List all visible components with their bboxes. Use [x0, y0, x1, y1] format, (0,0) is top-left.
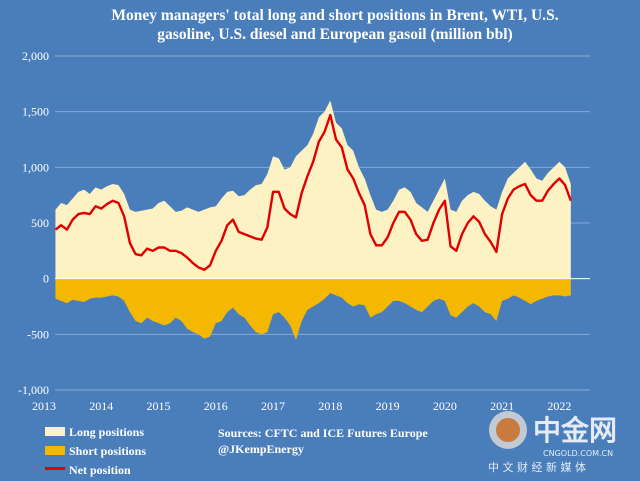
- legend-label-long: Long positions: [69, 425, 144, 439]
- data-areas: [55, 100, 590, 340]
- x-tick-label: 2016: [204, 399, 228, 413]
- y-tick-label: 500: [31, 216, 49, 230]
- x-tick-label: 2017: [261, 399, 285, 413]
- legend-label-short: Short positions: [69, 444, 146, 458]
- grid-lines: [55, 55, 590, 391]
- watermark: 中金网 CNGOLD.COM.CN 中 文 财 经 新 媒 体: [488, 411, 617, 474]
- y-tick-label: 1,000: [22, 160, 49, 174]
- source-note: Sources: CFTC and ICE Futures Europe @JK…: [218, 426, 428, 456]
- x-tick-label: 2022: [547, 399, 571, 413]
- x-tick-label: 2020: [433, 399, 457, 413]
- y-tick-label: 0: [43, 272, 49, 286]
- watermark-brand: 中金网: [533, 414, 617, 447]
- x-tick-label: 2018: [318, 399, 342, 413]
- y-tick-label: -1,000: [18, 383, 49, 397]
- legend: Long positions Short positions Net posit…: [45, 425, 146, 477]
- data-lines: [54, 113, 572, 271]
- watermark-logo-inner: [496, 418, 520, 442]
- y-tick-label: 2,000: [22, 49, 49, 63]
- y-tick-label: 1,500: [22, 105, 49, 119]
- axis-labels: 2,000 1,500 1,000 500 0 -500 -1,000 2013 2014 201…: [18, 49, 571, 413]
- series-long-area: [55, 100, 571, 279]
- y-tick-label: -500: [27, 327, 49, 341]
- series-net-line: [54, 113, 572, 271]
- series-short-area: [55, 278, 571, 340]
- legend-swatch-long: [45, 427, 65, 436]
- x-tick-label: 2015: [147, 399, 171, 413]
- x-tick-label: 2013: [32, 399, 56, 413]
- chart-title-line-2: gasoline, U.S. diesel and European gasoi…: [157, 26, 513, 43]
- x-tick-label: 2019: [376, 399, 400, 413]
- watermark-url: CNGOLD.COM.CN: [543, 449, 613, 458]
- x-tick-label: 2021: [490, 399, 514, 413]
- legend-swatch-net: [45, 467, 65, 470]
- source-line-1: Sources: CFTC and ICE Futures Europe: [218, 426, 428, 440]
- x-tick-label: 2014: [89, 399, 113, 413]
- chart-title-line-1: Money managers' total long and short pos…: [111, 7, 559, 24]
- source-line-2: @JKempEnergy: [218, 442, 304, 456]
- watermark-tagline: 中 文 财 经 新 媒 体: [488, 460, 586, 474]
- legend-label-net: Net position: [69, 463, 131, 477]
- legend-swatch-short: [45, 446, 65, 455]
